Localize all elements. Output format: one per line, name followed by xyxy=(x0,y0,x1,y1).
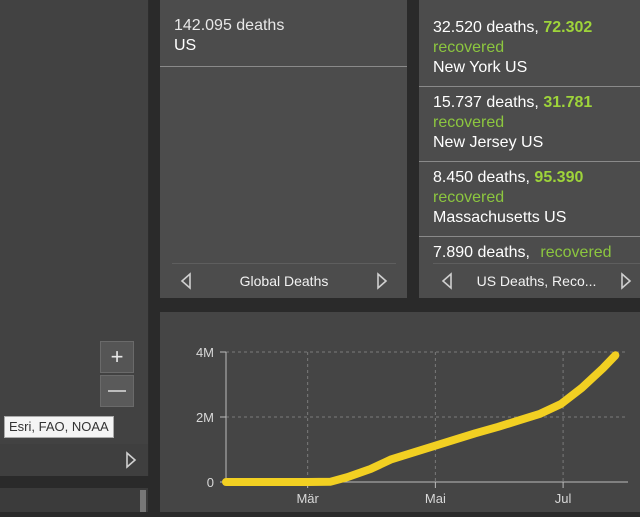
recovered-label: recovered xyxy=(433,39,505,56)
chevron-right-icon xyxy=(126,451,137,469)
recovered-label: recovered xyxy=(433,114,505,131)
panel-title: Global Deaths xyxy=(239,273,329,289)
cumulative-cases-chart-panel: 0 2M 4M Mär Mai Jul xyxy=(160,312,640,512)
scrollbar[interactable] xyxy=(140,490,146,512)
list-item[interactable]: 8.450 deaths, 95.390 recovered Massachus… xyxy=(419,162,640,237)
y-tick-label: 4M xyxy=(196,345,214,360)
list-item[interactable]: 142.095 deaths US xyxy=(160,0,407,67)
panel-title: US Deaths, Reco... xyxy=(476,273,597,289)
us-deaths-panel: 32.520 deaths, 72.302 recovered New York… xyxy=(419,0,640,298)
list-item[interactable]: 7.890 deaths, recovered xyxy=(419,237,640,271)
previous-arrow-button[interactable] xyxy=(433,271,459,291)
chevron-right-icon xyxy=(377,272,388,290)
recovered-label: recovered xyxy=(540,244,612,261)
recovered-count: 72.302 xyxy=(543,19,593,36)
list-item[interactable]: 32.520 deaths, 72.302 recovered New York… xyxy=(419,0,640,87)
location-name: Massachusetts US xyxy=(433,209,567,226)
death-count: 142.095 deaths xyxy=(174,17,285,34)
map-footer xyxy=(0,444,148,476)
location-name: New York US xyxy=(433,59,528,76)
global-deaths-footer: Global Deaths xyxy=(172,263,396,298)
map-attribution: Esri, FAO, NOAA xyxy=(4,416,114,438)
death-count: 7.890 deaths, xyxy=(433,244,530,261)
x-tick-label: Mai xyxy=(425,491,446,506)
next-arrow-button[interactable] xyxy=(124,450,138,475)
next-arrow-button[interactable] xyxy=(370,271,396,291)
location-name: US xyxy=(174,37,197,54)
zoom-in-icon: + xyxy=(110,344,124,369)
chevron-left-icon xyxy=(180,272,191,290)
us-list[interactable]: 32.520 deaths, 72.302 recovered New York… xyxy=(419,0,640,271)
zoom-out-icon xyxy=(108,390,126,392)
death-count: 15.737 deaths, xyxy=(433,94,539,111)
list-item[interactable]: 15.737 deaths, 31.781 recovered New Jers… xyxy=(419,87,640,162)
location-name: New Jersey US xyxy=(433,134,544,151)
y-tick-label: 2M xyxy=(196,410,214,425)
x-tick-label: Mär xyxy=(296,491,319,506)
series-line xyxy=(222,351,620,486)
map-panel[interactable]: + Esri, FAO, NOAA xyxy=(0,0,149,476)
previous-arrow-button[interactable] xyxy=(172,271,198,291)
zoom-out-button[interactable] xyxy=(100,375,134,407)
recovered-count: 31.781 xyxy=(543,94,593,111)
line-chart: 0 2M 4M Mär Mai Jul xyxy=(196,345,628,506)
x-tick-label: Jul xyxy=(555,491,572,506)
global-deaths-panel: 142.095 deaths US Global Deaths xyxy=(160,0,407,298)
chevron-left-icon xyxy=(441,272,452,290)
chevron-right-icon xyxy=(621,272,632,290)
zoom-in-button[interactable]: + xyxy=(100,341,134,373)
us-deaths-footer: US Deaths, Reco... xyxy=(433,263,640,298)
recovered-label: recovered xyxy=(433,189,505,206)
y-tick-label: 0 xyxy=(207,475,214,490)
recovered-count: 95.390 xyxy=(534,169,584,186)
bottom-left-panel xyxy=(0,488,148,512)
death-count: 32.520 deaths, xyxy=(433,19,539,36)
death-count: 8.450 deaths, xyxy=(433,169,530,186)
next-arrow-button[interactable] xyxy=(614,271,640,291)
